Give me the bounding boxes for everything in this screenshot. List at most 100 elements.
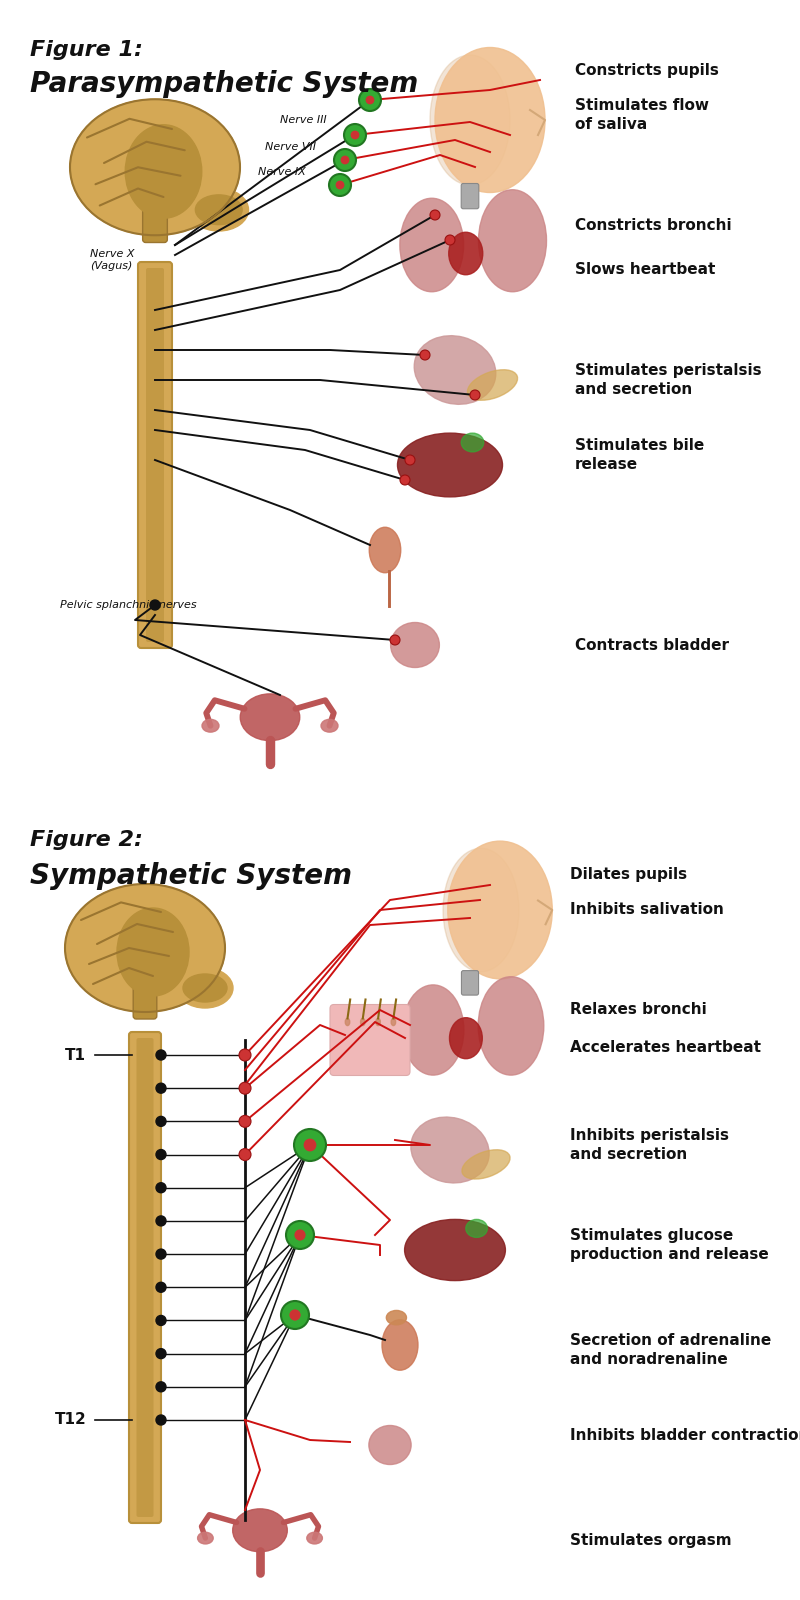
FancyBboxPatch shape — [462, 971, 478, 995]
Ellipse shape — [391, 1018, 396, 1026]
Ellipse shape — [117, 909, 189, 995]
Circle shape — [156, 1182, 166, 1192]
Ellipse shape — [402, 986, 464, 1075]
Ellipse shape — [321, 720, 338, 733]
Text: T12: T12 — [55, 1413, 86, 1427]
Circle shape — [156, 1216, 166, 1226]
Ellipse shape — [430, 54, 510, 186]
Circle shape — [336, 181, 344, 189]
Circle shape — [390, 635, 400, 645]
Circle shape — [304, 1139, 316, 1152]
Ellipse shape — [369, 1426, 411, 1464]
FancyBboxPatch shape — [146, 267, 164, 642]
FancyBboxPatch shape — [138, 262, 172, 648]
Circle shape — [294, 1130, 326, 1162]
Ellipse shape — [414, 336, 496, 405]
Ellipse shape — [65, 883, 225, 1013]
Ellipse shape — [435, 48, 545, 192]
Circle shape — [286, 1221, 314, 1250]
Ellipse shape — [346, 1018, 350, 1026]
Ellipse shape — [448, 842, 552, 979]
Ellipse shape — [411, 1117, 489, 1182]
Text: Inhibits bladder contraction: Inhibits bladder contraction — [570, 1427, 800, 1443]
Ellipse shape — [198, 1533, 213, 1544]
Text: Parasympathetic System: Parasympathetic System — [30, 70, 418, 98]
Ellipse shape — [202, 720, 219, 733]
Text: Stimulates flow
of saliva: Stimulates flow of saliva — [575, 98, 709, 131]
FancyBboxPatch shape — [142, 194, 167, 243]
FancyBboxPatch shape — [461, 184, 478, 208]
Circle shape — [156, 1149, 166, 1160]
Ellipse shape — [478, 190, 546, 291]
Text: Stimulates peristalsis
and secretion: Stimulates peristalsis and secretion — [575, 363, 762, 397]
Ellipse shape — [189, 189, 249, 230]
Circle shape — [156, 1349, 166, 1358]
Ellipse shape — [233, 1509, 287, 1552]
Text: Figure 2:: Figure 2: — [30, 830, 143, 850]
Circle shape — [156, 1250, 166, 1259]
Text: Figure 1:: Figure 1: — [30, 40, 143, 59]
Text: Slows heartbeat: Slows heartbeat — [575, 262, 715, 277]
Text: Inhibits salivation: Inhibits salivation — [570, 902, 724, 917]
Circle shape — [281, 1301, 309, 1330]
Text: Stimulates bile
release: Stimulates bile release — [575, 438, 704, 472]
Circle shape — [405, 454, 415, 466]
Ellipse shape — [400, 198, 464, 291]
Ellipse shape — [450, 1018, 482, 1059]
Circle shape — [156, 1050, 166, 1059]
Circle shape — [470, 390, 480, 400]
Circle shape — [294, 1229, 306, 1240]
FancyBboxPatch shape — [137, 1038, 154, 1517]
Circle shape — [350, 131, 359, 139]
Text: Pelvic splanchnic nerves: Pelvic splanchnic nerves — [60, 600, 197, 610]
Text: Nerve VII: Nerve VII — [265, 142, 316, 152]
Circle shape — [445, 235, 455, 245]
Ellipse shape — [478, 976, 544, 1075]
Circle shape — [344, 125, 366, 146]
Ellipse shape — [462, 434, 484, 451]
Ellipse shape — [307, 1533, 322, 1544]
Ellipse shape — [467, 370, 518, 400]
Circle shape — [239, 1149, 251, 1160]
Ellipse shape — [386, 1310, 406, 1325]
Text: Secretion of adrenaline
and noradrenaline: Secretion of adrenaline and noradrenalin… — [570, 1333, 771, 1366]
Circle shape — [400, 475, 410, 485]
Circle shape — [359, 90, 381, 110]
Text: Dilates pupils: Dilates pupils — [570, 867, 687, 883]
Circle shape — [239, 1115, 251, 1128]
Ellipse shape — [398, 434, 502, 498]
Circle shape — [341, 155, 350, 165]
Text: Sympathetic System: Sympathetic System — [30, 862, 352, 890]
Ellipse shape — [361, 1018, 365, 1026]
Text: Relaxes bronchi: Relaxes bronchi — [570, 1003, 706, 1018]
Ellipse shape — [177, 968, 233, 1008]
Ellipse shape — [405, 1219, 506, 1280]
Ellipse shape — [390, 622, 439, 667]
Ellipse shape — [449, 232, 482, 275]
Text: Constricts pupils: Constricts pupils — [575, 62, 719, 77]
Circle shape — [239, 1050, 251, 1061]
Text: Inhibits peristalsis
and secretion: Inhibits peristalsis and secretion — [570, 1128, 729, 1162]
Ellipse shape — [70, 99, 240, 235]
Ellipse shape — [382, 1320, 418, 1370]
Circle shape — [290, 1309, 301, 1320]
Circle shape — [156, 1282, 166, 1293]
Text: Stimulates glucose
production and release: Stimulates glucose production and releas… — [570, 1229, 769, 1262]
Ellipse shape — [466, 1219, 487, 1237]
Text: Accelerates heartbeat: Accelerates heartbeat — [570, 1040, 761, 1054]
Ellipse shape — [443, 848, 519, 971]
FancyBboxPatch shape — [330, 1005, 410, 1075]
Circle shape — [156, 1414, 166, 1426]
Circle shape — [334, 149, 356, 171]
Text: Stimulates orgasm: Stimulates orgasm — [570, 1533, 732, 1547]
FancyBboxPatch shape — [133, 973, 157, 1019]
Text: Nerve IX: Nerve IX — [258, 166, 306, 178]
Text: T1: T1 — [65, 1048, 86, 1062]
Circle shape — [420, 350, 430, 360]
Text: Contracts bladder: Contracts bladder — [575, 637, 729, 653]
FancyBboxPatch shape — [129, 1032, 161, 1523]
Circle shape — [366, 96, 374, 104]
Circle shape — [156, 1382, 166, 1392]
Ellipse shape — [183, 974, 227, 1002]
Circle shape — [150, 600, 160, 610]
